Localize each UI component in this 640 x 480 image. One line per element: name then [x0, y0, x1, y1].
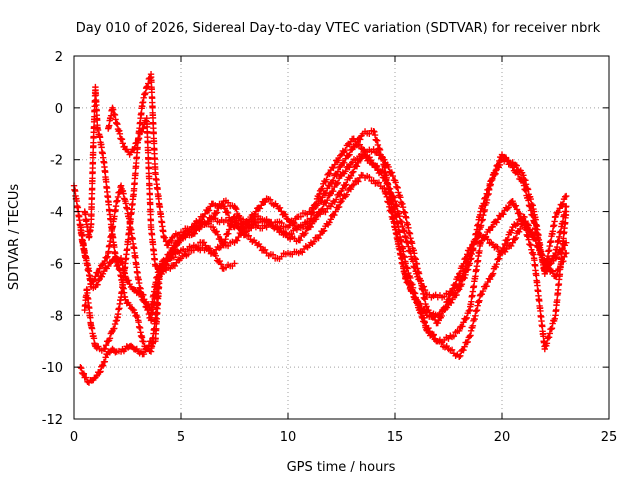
- x-tick-label: 5: [177, 430, 185, 445]
- x-tick-label: 15: [387, 430, 404, 445]
- chart-title: Day 010 of 2026, Sidereal Day-to-day VTE…: [76, 21, 601, 36]
- y-axis-ticks: -12 -10 -8 -6 -4 -2 0 2: [42, 50, 609, 428]
- grid-lines: [74, 56, 609, 419]
- plot-frame: [73, 55, 610, 420]
- x-tick-label: 20: [494, 430, 511, 445]
- y-tick-label: -12: [42, 413, 63, 428]
- y-tick-label: -6: [50, 257, 63, 272]
- series-track-5: [77, 151, 570, 386]
- x-tick-label: 25: [601, 430, 618, 445]
- y-tick-label: 0: [55, 102, 63, 117]
- x-tick-label: 10: [280, 430, 297, 445]
- y-tick-label: -2: [50, 154, 63, 169]
- y-axis-label: SDTVAR / TECUs: [7, 184, 22, 291]
- x-tick-label: 0: [70, 430, 78, 445]
- x-axis-ticks: 0 5 10 15 20 25: [70, 56, 617, 445]
- y-tick-label: -10: [42, 361, 63, 376]
- y-tick-label: -4: [50, 206, 63, 221]
- series-track-6: [105, 104, 570, 320]
- y-tick-label: -8: [50, 309, 63, 324]
- series-markers-track-5: [77, 151, 570, 386]
- data-series-layer: [70, 70, 570, 386]
- y-tick-label: 2: [55, 50, 63, 65]
- x-axis-label: GPS time / hours: [287, 460, 396, 475]
- series-markers-track-6: [105, 104, 570, 320]
